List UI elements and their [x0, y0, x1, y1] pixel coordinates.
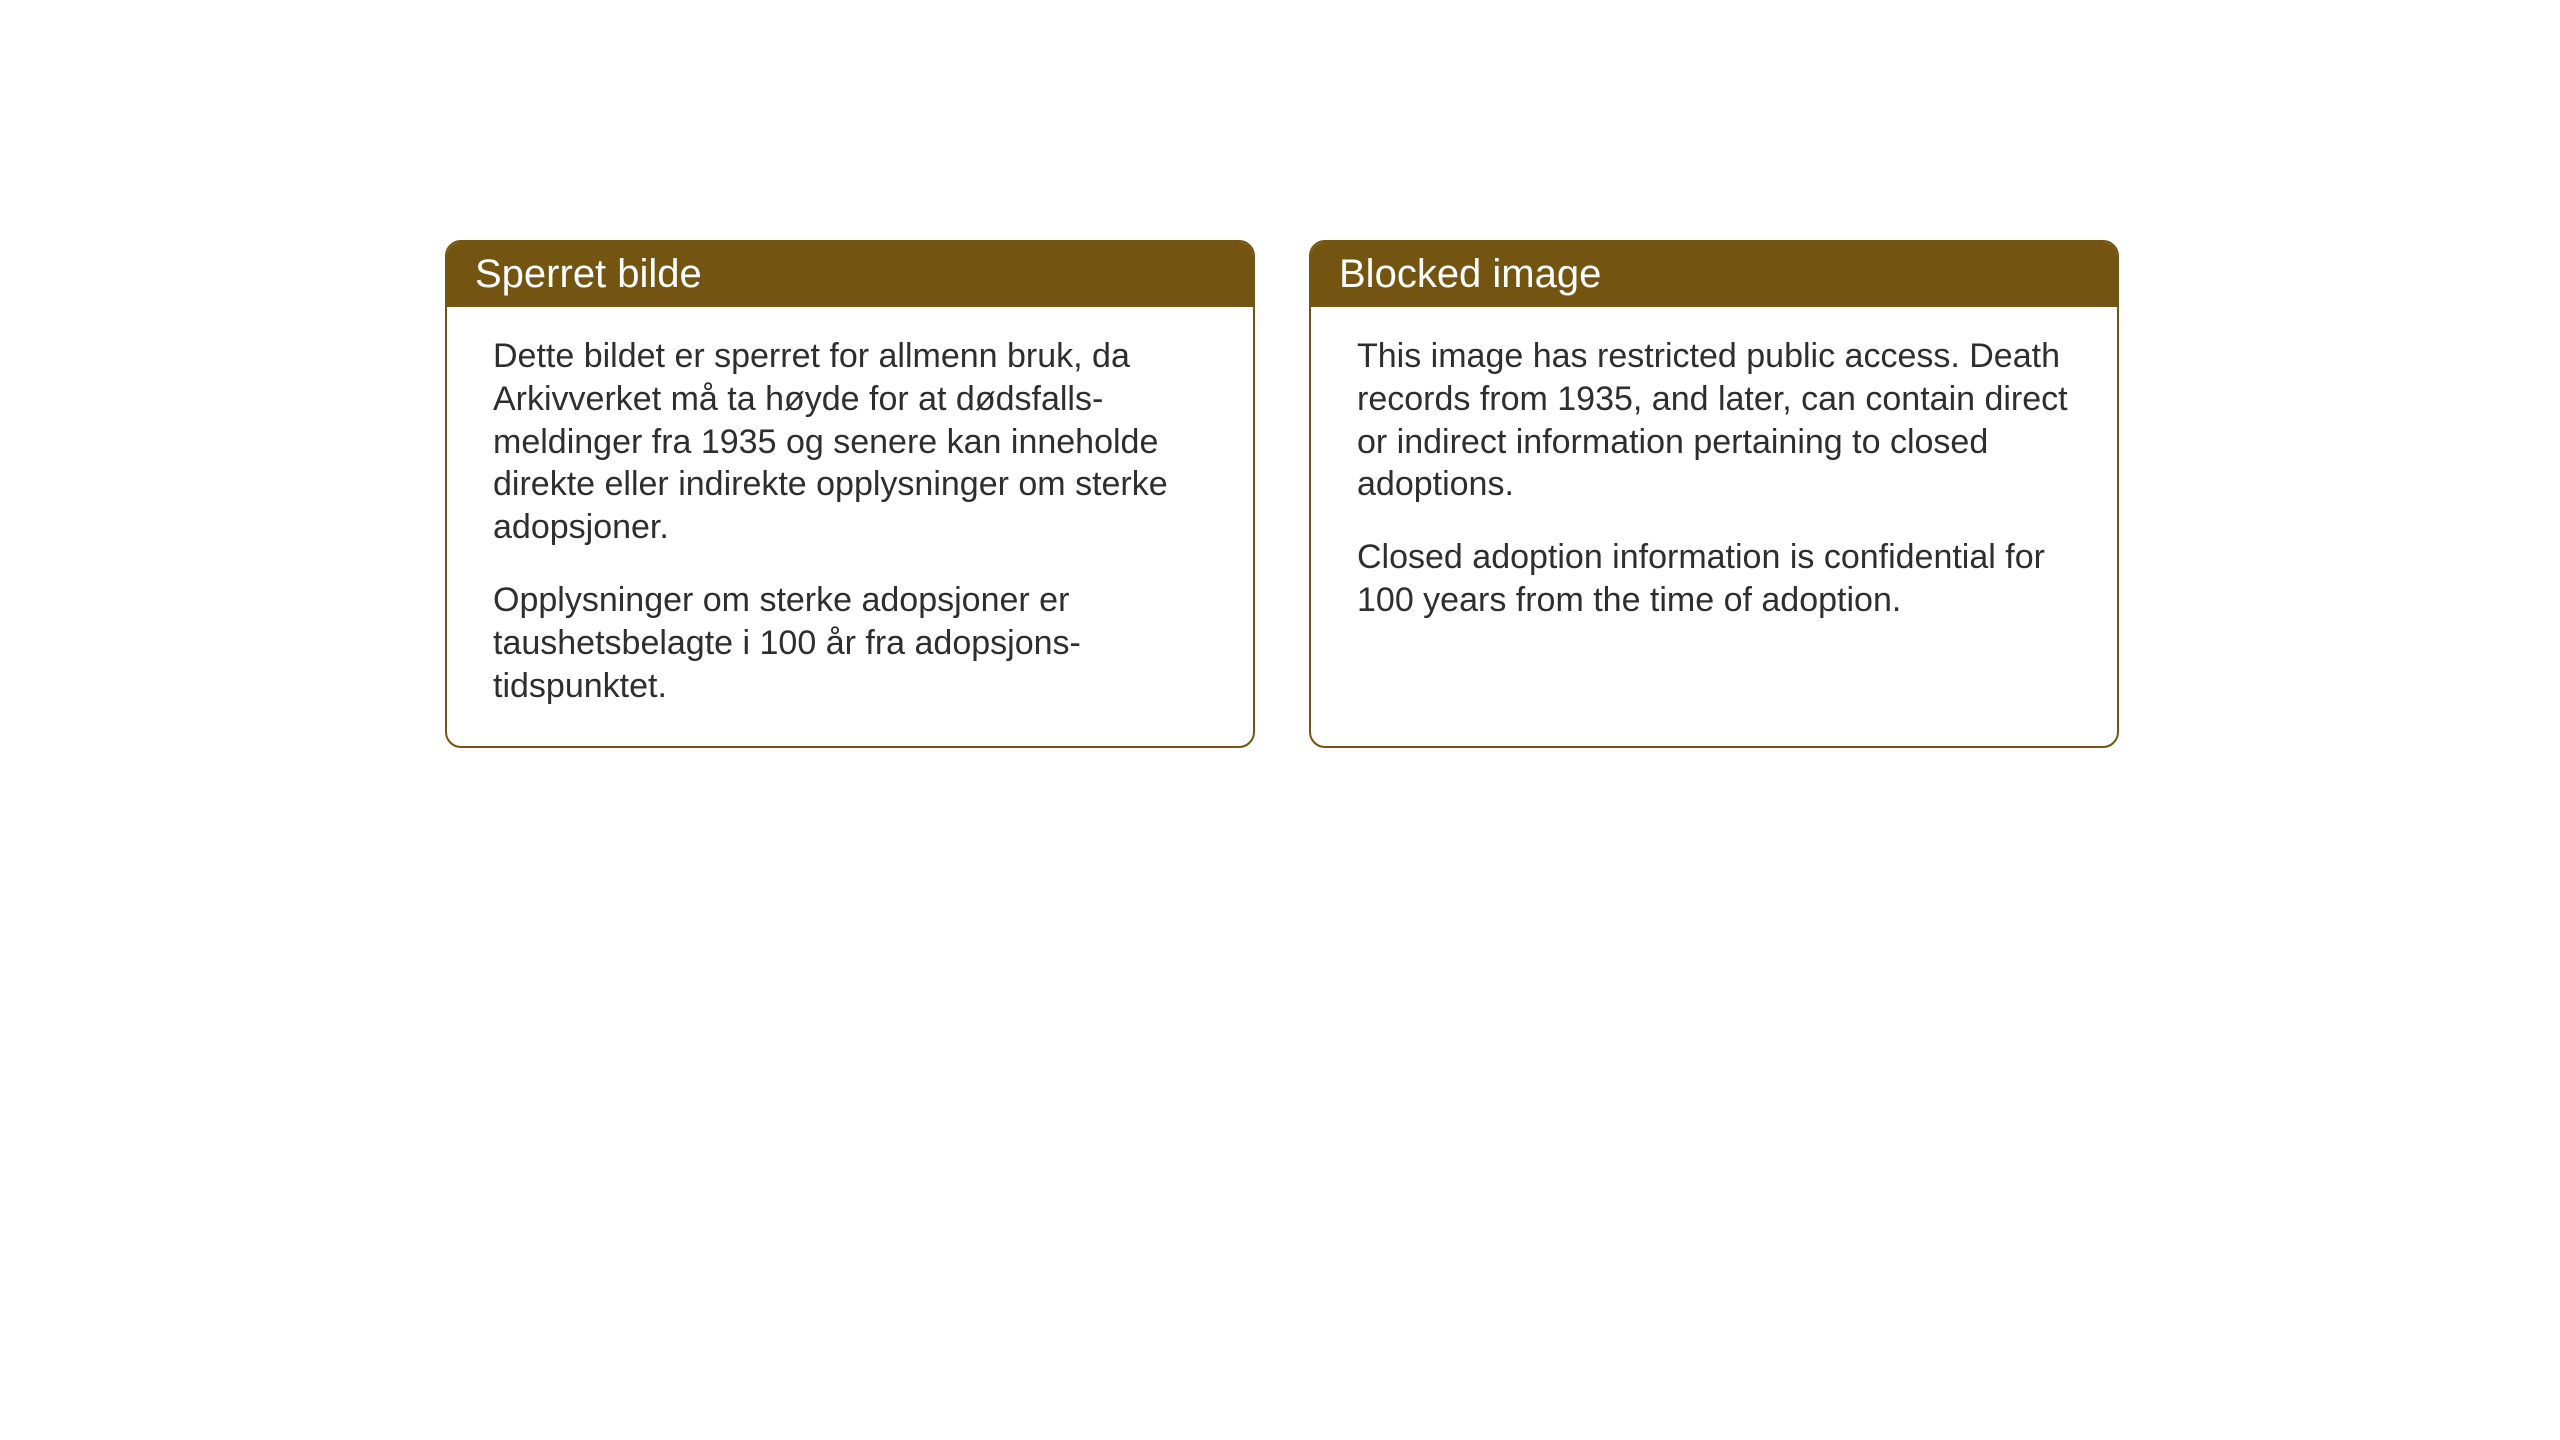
card-no-para1: Dette bildet er sperret for allmenn bruk…: [493, 335, 1207, 549]
card-body-en: This image has restricted public access.…: [1311, 307, 2117, 697]
card-header-en: Blocked image: [1311, 242, 2117, 307]
card-en-para2: Closed adoption information is confident…: [1357, 536, 2071, 622]
card-body-no: Dette bildet er sperret for allmenn bruk…: [447, 307, 1253, 746]
card-header-no: Sperret bilde: [447, 242, 1253, 307]
card-norwegian: Sperret bilde Dette bildet er sperret fo…: [445, 240, 1255, 748]
cards-container: Sperret bilde Dette bildet er sperret fo…: [445, 240, 2119, 748]
card-english: Blocked image This image has restricted …: [1309, 240, 2119, 748]
card-en-para1: This image has restricted public access.…: [1357, 335, 2071, 506]
card-no-para2: Opplysninger om sterke adopsjoner er tau…: [493, 579, 1207, 707]
